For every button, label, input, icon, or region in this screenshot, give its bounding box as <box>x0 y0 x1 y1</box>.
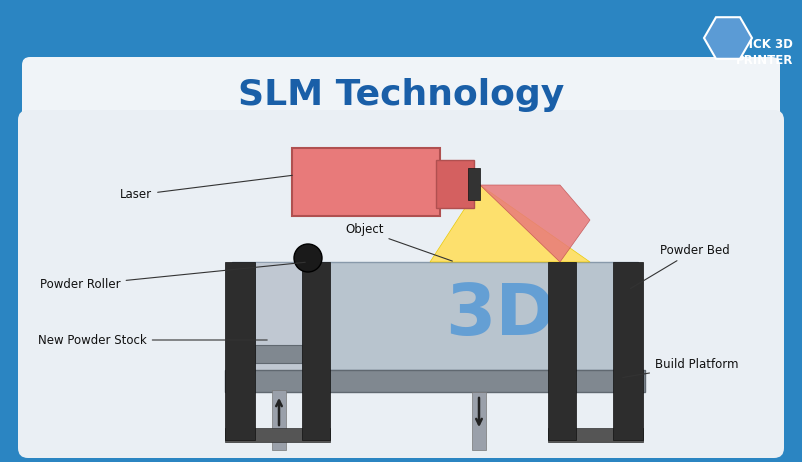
Text: New Powder Stock: New Powder Stock <box>38 334 267 346</box>
Text: Object: Object <box>345 224 452 261</box>
Bar <box>472 392 486 450</box>
Circle shape <box>294 244 322 272</box>
Bar <box>302 262 330 440</box>
Bar <box>613 262 643 440</box>
Bar <box>232 262 638 370</box>
Bar <box>255 345 302 363</box>
Bar <box>468 168 480 200</box>
Text: Build Platform: Build Platform <box>622 359 739 377</box>
Bar <box>255 262 302 370</box>
Polygon shape <box>430 185 590 262</box>
Text: PICK 3D
PRINTER: PICK 3D PRINTER <box>735 38 793 67</box>
Bar <box>548 262 576 440</box>
Text: Powder Bed: Powder Bed <box>630 243 730 289</box>
Bar <box>548 428 643 442</box>
Text: Powder Roller: Powder Roller <box>40 262 306 292</box>
Bar <box>225 262 255 440</box>
Bar <box>225 428 330 442</box>
Bar <box>225 370 645 392</box>
Bar <box>292 148 440 216</box>
Bar <box>272 390 286 450</box>
Polygon shape <box>480 185 590 262</box>
Bar <box>436 160 474 208</box>
Text: Laser: Laser <box>120 176 292 201</box>
Text: SLM Technology: SLM Technology <box>238 78 564 112</box>
Text: 3D: 3D <box>445 280 555 349</box>
FancyBboxPatch shape <box>18 110 784 458</box>
FancyBboxPatch shape <box>22 57 780 125</box>
